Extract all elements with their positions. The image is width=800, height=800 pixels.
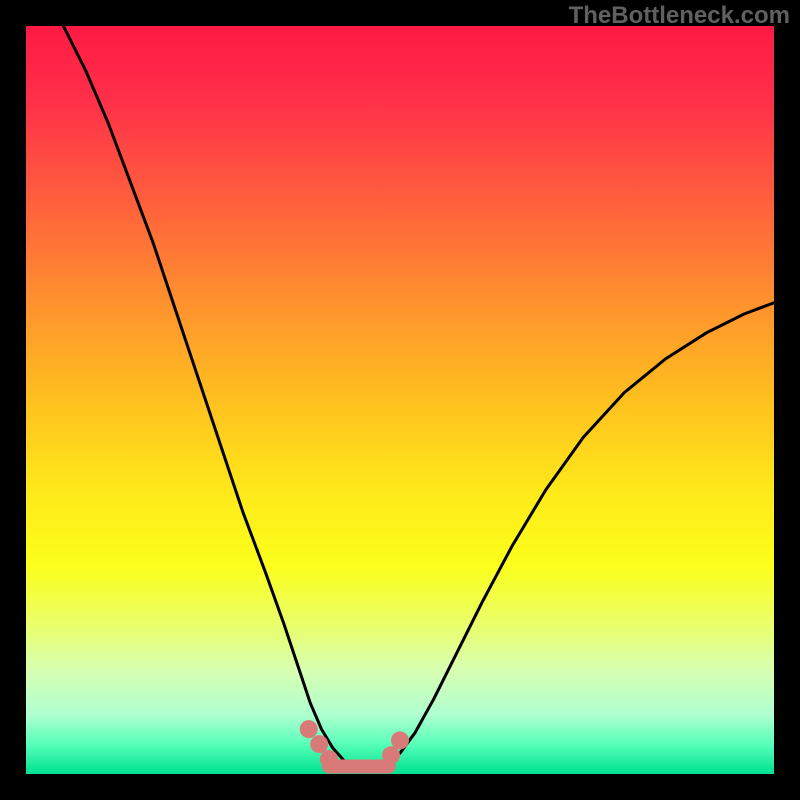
bottom-marker-dot <box>382 746 400 764</box>
plot-area <box>26 26 774 774</box>
bottom-marker-dot <box>391 731 409 749</box>
gradient-background <box>26 26 774 774</box>
bottom-marker-dot <box>300 720 318 738</box>
bottom-marker-dot <box>310 735 328 753</box>
curve-layer <box>26 26 774 774</box>
bottom-marker-dot <box>320 750 338 768</box>
chart-frame: TheBottleneck.com <box>0 0 800 800</box>
watermark-text: TheBottleneck.com <box>569 2 790 30</box>
